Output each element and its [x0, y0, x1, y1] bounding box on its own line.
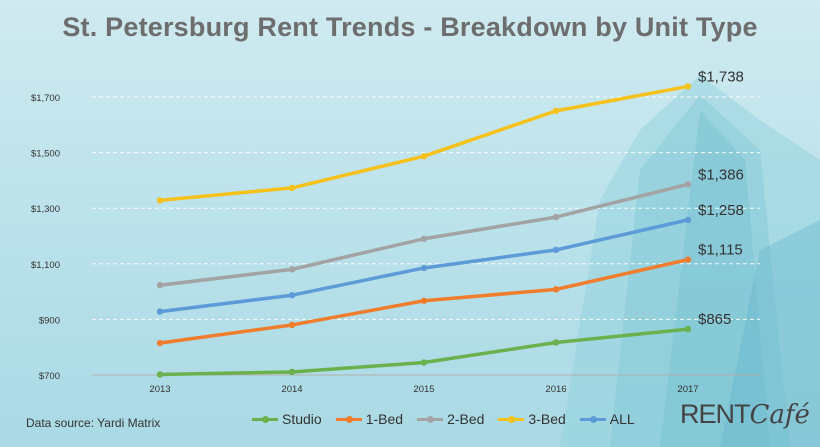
x-tick-label: 2013 [149, 384, 170, 395]
rentcafe-logo: RENTCafé [680, 399, 810, 430]
legend-swatch [417, 415, 444, 423]
y-tick-label: $1,300 [31, 204, 60, 215]
data-point-3-bed [684, 83, 692, 90]
legend-label: 2-Bed [447, 411, 485, 427]
data-point-all [552, 246, 560, 254]
data-point-all [420, 264, 428, 272]
legend-label: ALL [609, 411, 635, 427]
data-point-3-bed [156, 197, 164, 204]
legend-item-1-bed: 1-Bed [335, 411, 404, 427]
data-point-1-bed [288, 321, 296, 329]
data-point-1-bed [156, 339, 164, 347]
legend-swatch [335, 415, 362, 423]
legend-swatch [579, 415, 606, 423]
data-point-3-bed [420, 153, 428, 160]
y-axis-tick-labels: $700 $900 $1,100 $1,300 $1,500 $1,700 [31, 93, 60, 382]
data-point-1-bed [420, 297, 428, 304]
brand-part-cafe: Café [749, 400, 810, 430]
legend-item-studio: Studio [252, 411, 322, 427]
data-point-2-bed [156, 282, 164, 289]
x-tick-label: 2015 [413, 384, 434, 395]
data-point-1-bed [684, 256, 692, 263]
series-lines [156, 83, 692, 378]
y-tick-label: $700 [39, 371, 60, 382]
data-point-studio [288, 368, 296, 376]
legend-swatch [498, 415, 525, 423]
data-point-studio [552, 339, 560, 346]
series-line-studio [158, 327, 690, 377]
data-point-all [156, 308, 164, 315]
legend-item-3-bed: 3-Bed [498, 411, 566, 427]
legend-label: Studio [282, 411, 322, 427]
data-point-3-bed [288, 184, 296, 192]
data-point-1-bed [552, 286, 560, 293]
data-point-studio [684, 325, 692, 333]
y-tick-label: $1,100 [31, 260, 60, 271]
brand-part-rent: RENT [680, 399, 750, 429]
data-point-2-bed [288, 266, 296, 273]
x-axis-tick-labels: 2013 2014 2015 2016 2017 [149, 384, 698, 395]
chart-title: St. Petersburg Rent Trends - Breakdown b… [62, 12, 758, 42]
legend-item-all: ALL [579, 411, 635, 427]
end-label-1-bed: $1,115 [698, 242, 743, 259]
data-point-3-bed [552, 107, 560, 115]
x-tick-label: 2017 [677, 384, 698, 395]
data-point-studio [156, 371, 164, 378]
end-label-2-bed: $1,386 [698, 166, 744, 183]
legend-item-2-bed: 2-Bed [417, 411, 484, 427]
data-point-2-bed [552, 213, 560, 221]
series-line-3-bed [158, 84, 690, 203]
data-point-studio [420, 359, 428, 366]
end-label-all: $1,258 [698, 202, 744, 219]
legend-swatch [252, 415, 278, 423]
data-point-all [684, 216, 692, 224]
x-tick-label: 2014 [281, 384, 302, 395]
data-point-2-bed [684, 181, 692, 188]
y-tick-label: $900 [39, 315, 60, 326]
data-point-all [288, 292, 296, 299]
end-label-studio: $865 [698, 311, 731, 328]
y-tick-label: $1,700 [31, 93, 60, 104]
x-tick-label: 2016 [545, 384, 566, 395]
end-label-3-bed: $1,738 [698, 68, 744, 85]
chart-legend: Studio 1-Bed 2-Bed 3-Bed ALL [252, 411, 635, 427]
data-point-2-bed [420, 235, 428, 242]
y-tick-label: $1,500 [31, 149, 60, 160]
end-value-labels: $865 $1,115 $1,386 $1,738 $1,258 [698, 68, 744, 328]
data-source-note: Data source: Yardi Matrix [26, 416, 161, 430]
legend-label: 1-Bed [365, 411, 404, 427]
legend-label: 3-Bed [528, 411, 566, 427]
